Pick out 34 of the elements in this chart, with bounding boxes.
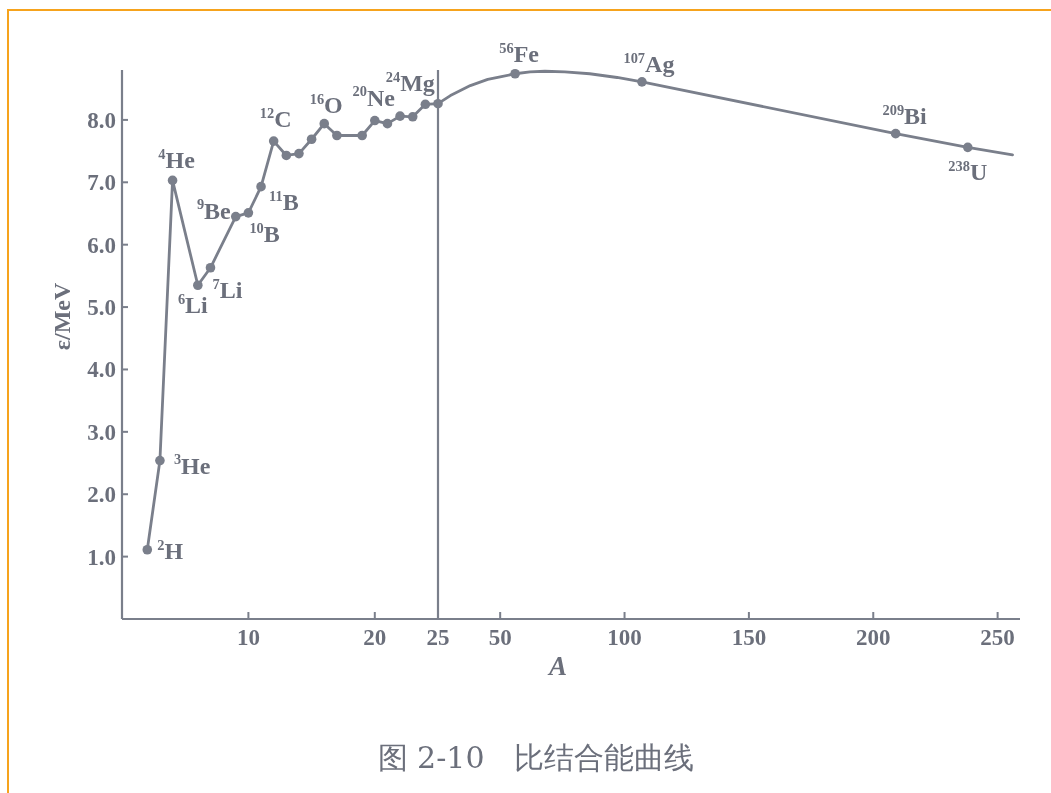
point-label: $^{11}$B [269,187,299,215]
y-tick-label: 7.0 [87,170,116,196]
y-tick-label: 8.0 [87,107,116,133]
point-label: $^{20}$Ne [352,83,395,111]
y-tick-label: 1.0 [87,544,116,570]
point-label: $^{209}$Bi [882,101,927,129]
point-label: $^{56}$Fe [499,39,539,67]
point-label: $^{7}$Li [212,275,243,303]
x-tick-label: 10 [236,625,260,650]
point-label: $^{12}$C [259,105,292,133]
x-tick-label: 200 [856,625,891,650]
x-axis-title: A [549,651,567,681]
point-label: $^{9}$Be [196,196,231,224]
point-label: $^{4}$He [158,146,195,174]
point-label: $^{10}$B [249,219,280,247]
y-tick-label: 4.0 [87,357,116,383]
x-tick-label: 20 [363,625,387,650]
x-tick-label: 250 [980,625,1015,650]
x-tick-label: 150 [731,625,767,650]
point-label: $^{2}$H [157,536,184,564]
y-tick-label: 3.0 [87,419,116,445]
point-label: $^{107}$Ag [623,49,675,77]
x-tick-label: 100 [607,625,642,650]
point-label: $^{238}$U [948,158,988,186]
y-tick-label: 5.0 [87,295,116,321]
x-tick-label: 50 [488,625,512,650]
point-label: $^{3}$He [173,451,211,479]
point-label: $^{16}$O [309,90,343,118]
caption: 图 2-10 比结合能曲线 [377,740,695,775]
y-tick-label: 2.0 [87,482,116,508]
y-axis-title: ε/MeV [49,282,75,351]
x-tick-label: 25 [426,625,450,650]
y-tick-label: 6.0 [87,232,116,258]
point-label: $^{6}$Li [177,291,208,319]
